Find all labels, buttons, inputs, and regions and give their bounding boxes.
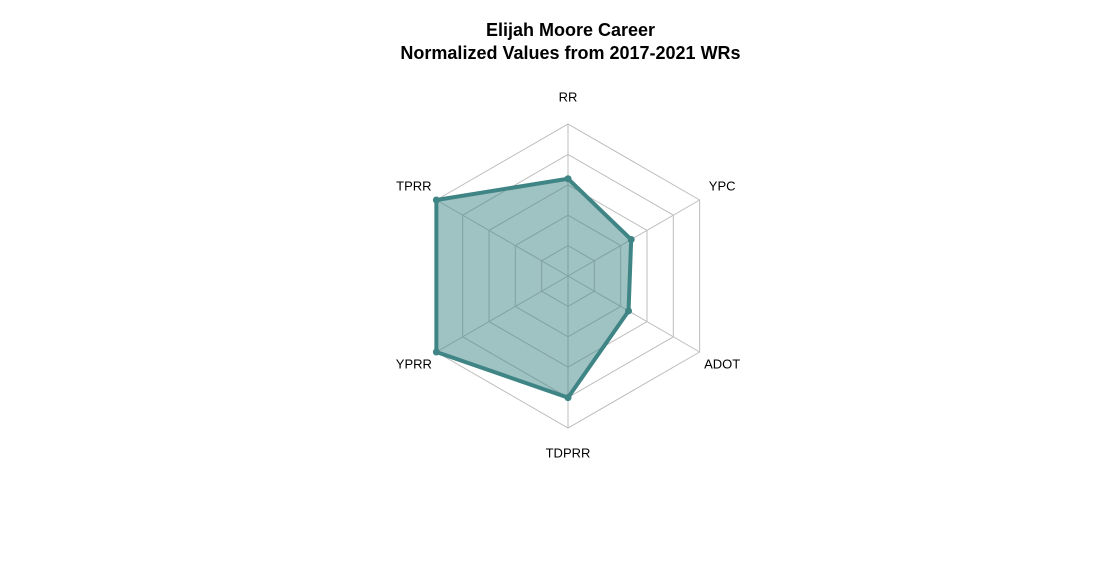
- data-point-yprr: [432, 348, 440, 356]
- axis-label-ypc: YPC: [709, 178, 736, 193]
- chart-title-line2: Normalized Values from 2017-2021 WRs: [400, 43, 741, 63]
- data-point-ypc: [627, 236, 635, 244]
- axis-label-tdprr: TDPRR: [546, 445, 591, 460]
- radar-series: [432, 175, 635, 402]
- series-area: [434, 176, 634, 400]
- axis-label-adot: ADOT: [704, 356, 740, 371]
- data-point-adot: [625, 307, 633, 315]
- data-point-rr: [564, 175, 572, 183]
- axis-label-rr: RR: [559, 89, 578, 104]
- chart-title-line1: Elijah Moore Career: [485, 20, 656, 40]
- data-point-tprr: [432, 196, 440, 204]
- axis-label-tprr: TPRR: [396, 178, 431, 193]
- axis-labels: RR YPC ADOT TDPRR YPRR TPRR: [396, 89, 740, 460]
- data-point-tdprr: [564, 394, 572, 402]
- axis-label-yprr: YPRR: [396, 356, 432, 371]
